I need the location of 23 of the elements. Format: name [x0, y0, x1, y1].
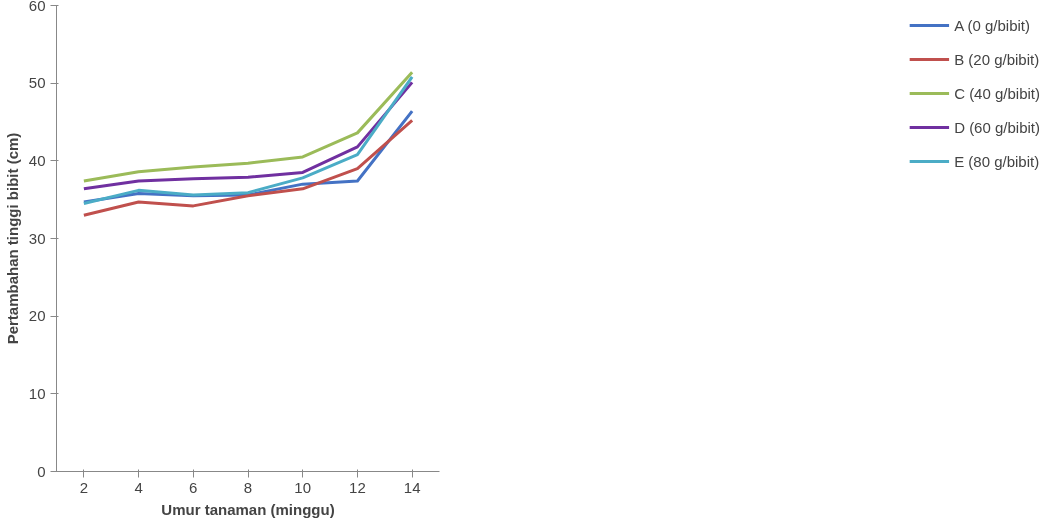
y-axis-title: Pertambahan tinggi bibit (cm) [3, 132, 21, 345]
x-tick-label: 8 [243, 478, 253, 496]
legend-label: C (40 g/bibit) [954, 84, 1040, 102]
y-tick-label: 30 [28, 229, 46, 247]
y-tick-label: 40 [28, 151, 46, 169]
x-axis-title: Umur tanaman (minggu) [161, 500, 335, 518]
legend-label: D (60 g/bibit) [954, 118, 1040, 136]
x-tick-label: 12 [349, 478, 366, 496]
x-tick-label: 6 [189, 478, 198, 496]
y-tick-label: 20 [28, 307, 46, 325]
legend-label: A (0 g/bibit) [954, 16, 1030, 34]
y-tick-label: 60 [28, 0, 46, 14]
x-tick-label: 4 [134, 478, 143, 496]
line-series [82, 75, 414, 206]
legend-label: E (80 g/bibit) [954, 152, 1040, 170]
line-series [82, 118, 414, 217]
legend-label: B (20 g/bibit) [954, 50, 1040, 68]
y-tick-label: 10 [28, 384, 46, 402]
x-tick-label: 2 [79, 478, 89, 496]
x-tick-label: 14 [403, 478, 421, 496]
y-tick-label: 0 [37, 462, 46, 480]
y-tick-label: 50 [28, 74, 46, 92]
x-tick-label: 10 [294, 478, 312, 496]
